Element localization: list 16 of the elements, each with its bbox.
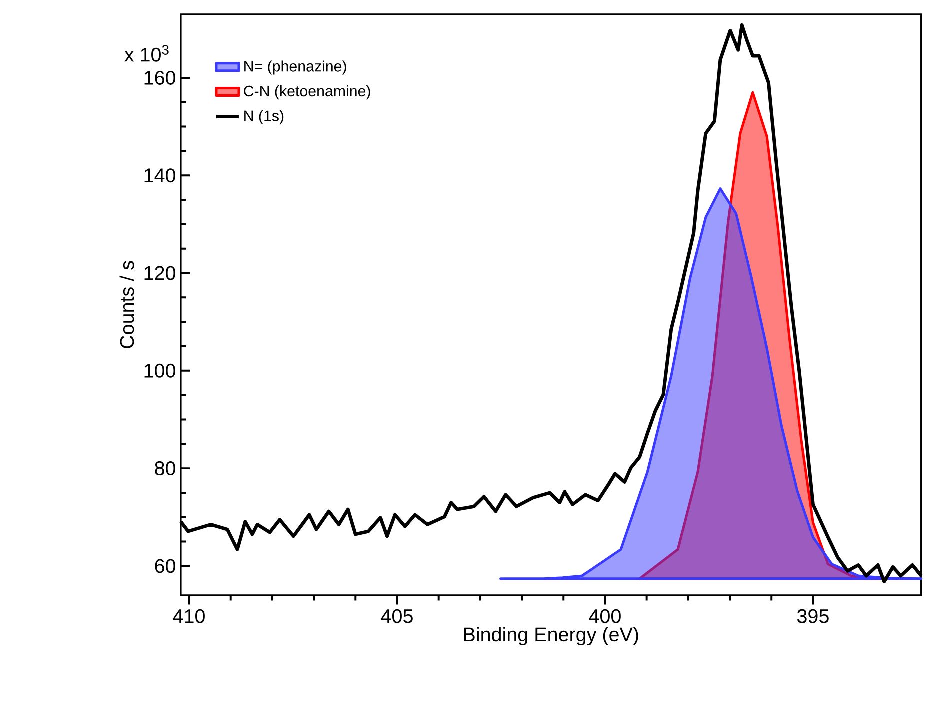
legend-label: C-N (ketoenamine) [244, 85, 370, 100]
y-tick-label: 160 [144, 70, 176, 85]
y-tick-label: 60 [155, 558, 176, 573]
y-tick-label: 140 [144, 168, 176, 182]
x-tick-label: 395 [797, 609, 829, 624]
y-tick-label: 80 [155, 461, 176, 476]
x-tick-label: 405 [381, 609, 413, 624]
x-tick-label: 410 [173, 609, 205, 624]
legend-label: N (1s) [244, 110, 284, 124]
y-tick-label: 120 [144, 266, 176, 280]
y-axis-title: Counts / s [120, 261, 134, 348]
x-axis-title: Binding Energy (eV) [464, 626, 638, 646]
legend-label: N= (phenazine) [244, 60, 346, 75]
x-tick-label: 400 [589, 609, 621, 624]
y-tick-label: 100 [144, 364, 176, 378]
text: x 10$^{3}$ [124, 44, 169, 62]
